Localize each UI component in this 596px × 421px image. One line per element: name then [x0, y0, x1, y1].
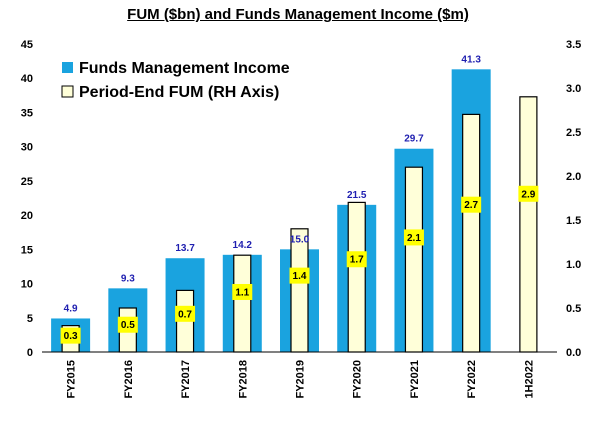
fum-data-label-box: [461, 196, 482, 213]
fum-bar: [347, 201, 366, 353]
y-left-tick-label: 45: [21, 39, 33, 51]
y-right-tick-label: 0.0: [566, 347, 581, 359]
y-right-tick-label: 3.5: [566, 39, 581, 51]
income-data-label: 13.7: [175, 243, 195, 254]
legend-swatch-fum: [61, 85, 74, 98]
fum-bar: [519, 96, 538, 353]
income-data-label: 15.0: [290, 234, 310, 245]
income-data-label: 9.3: [121, 273, 135, 284]
fum-data-label-box: [403, 229, 424, 246]
y-left-tick-label: 30: [21, 142, 33, 154]
y-left-tick-label: 35: [21, 107, 33, 119]
fum-data-label: 1.1: [235, 287, 249, 298]
fum-data-label: 2.9: [521, 189, 535, 200]
fum-data-label: 2.1: [407, 233, 421, 244]
y-left-tick-label: 40: [21, 73, 33, 85]
fum-data-label-box: [175, 305, 196, 322]
x-tick-label: FY2015: [66, 360, 78, 399]
x-tick-label: FY2017: [180, 360, 192, 399]
fum-data-label: 1.4: [293, 271, 307, 282]
fum-data-label-box: [232, 283, 253, 300]
fum-data-label-box: [346, 251, 367, 268]
x-tick-label: FY2020: [352, 360, 364, 399]
fum-data-label-box: [117, 316, 138, 333]
y-right-tick-label: 2.0: [566, 171, 581, 183]
y-right-tick-label: 1.0: [566, 259, 581, 271]
fum-data-label-box: [289, 267, 310, 284]
x-tick-label: FY2021: [409, 360, 421, 399]
fum-data-label-box: [518, 185, 539, 202]
y-left-tick-label: 10: [21, 279, 33, 291]
fum-data-label: 1.7: [350, 255, 364, 266]
y-left-tick-label: 15: [21, 244, 33, 256]
legend-swatch-income: [62, 62, 73, 73]
income-data-label: 14.2: [233, 240, 253, 251]
y-right-tick-label: 1.5: [566, 215, 581, 227]
chart-title: FUM ($bn) and Funds Management Income ($…: [127, 6, 469, 23]
x-tick-label: FY2022: [466, 360, 478, 399]
y-left-tick-label: 5: [27, 313, 33, 325]
y-left-tick-label: 25: [21, 176, 33, 188]
fum-data-label: 0.5: [121, 320, 135, 331]
fum-data-label: 2.7: [464, 200, 478, 211]
fum-data-label: 0.7: [178, 309, 192, 320]
x-tick-label: 1H2022: [523, 360, 535, 399]
fum-bar: [290, 228, 309, 353]
income-data-label: 41.3: [461, 54, 481, 65]
fum-bar: [233, 254, 252, 353]
x-tick-label: FY2016: [123, 360, 135, 399]
y-right-tick-label: 0.5: [566, 303, 581, 315]
fum-data-label-box: [60, 327, 81, 344]
fum-bar: [462, 113, 481, 353]
y-left-tick-label: 0: [27, 347, 33, 359]
income-data-label: 29.7: [404, 134, 424, 145]
income-data-label: 4.9: [64, 303, 78, 314]
legend-label-fum: Period-End FUM (RH Axis): [79, 84, 279, 101]
fum-bar: [404, 166, 424, 353]
x-tick-label: FY2018: [237, 360, 249, 399]
legend-label-income: Funds Management Income: [79, 60, 290, 77]
y-right-tick-label: 3.0: [566, 83, 581, 95]
x-tick-label: FY2019: [295, 360, 307, 399]
fum-data-label: 0.3: [64, 331, 78, 342]
y-left-tick-label: 20: [21, 210, 33, 222]
y-right-tick-label: 2.5: [566, 127, 581, 139]
income-data-label: 21.5: [347, 190, 367, 201]
